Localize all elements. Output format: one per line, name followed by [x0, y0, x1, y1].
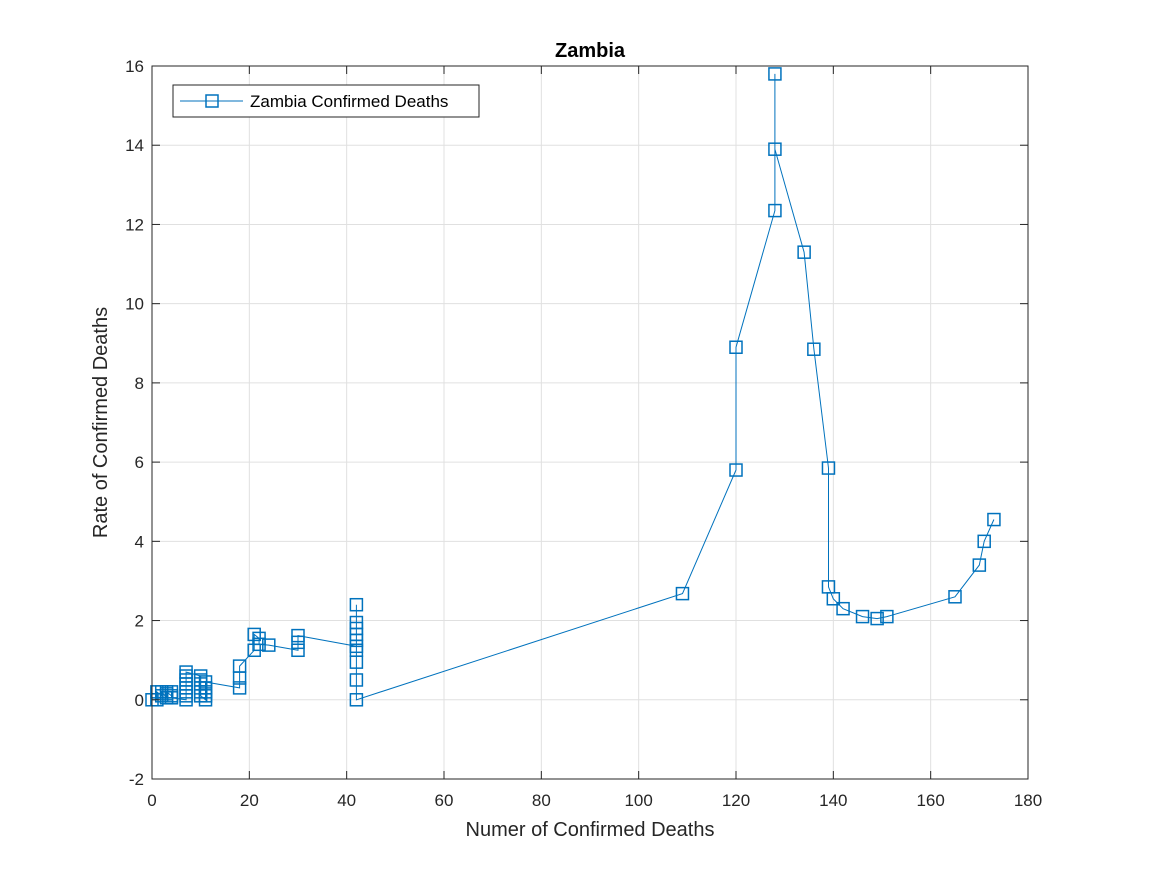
y-tick-label: 16 [125, 57, 144, 76]
data-point [291, 628, 305, 643]
x-tick-label: 140 [819, 791, 847, 810]
data-point [164, 691, 179, 705]
data-point [349, 673, 364, 687]
data-point [262, 638, 276, 652]
x-tick-label: 60 [435, 791, 454, 810]
data-point [729, 340, 743, 354]
data-point [729, 463, 743, 477]
data-point [675, 586, 690, 601]
data-point [247, 627, 261, 642]
x-tick-label: 40 [337, 791, 356, 810]
x-tick-label: 20 [240, 791, 259, 810]
y-tick-label: 6 [135, 453, 144, 472]
data-point [987, 512, 1001, 527]
x-tick-label: 180 [1014, 791, 1042, 810]
data-point [977, 534, 991, 549]
x-ticks: 0 20 40 60 80 100 120 140 160 180 [147, 66, 1042, 810]
plot-area [152, 66, 1028, 779]
data-point [821, 461, 836, 475]
data-point [880, 609, 894, 624]
y-ticks: -2 0 2 4 6 8 10 12 14 16 [125, 57, 1028, 789]
data-point [179, 665, 193, 679]
legend-label: Zambia Confirmed Deaths [250, 92, 448, 111]
y-tick-label: 10 [125, 295, 144, 314]
x-tick-label: 160 [916, 791, 944, 810]
data-point [797, 245, 811, 259]
data-point [948, 590, 962, 604]
data-point [198, 675, 213, 689]
y-tick-label: 14 [125, 136, 144, 155]
x-tick-label: 120 [722, 791, 750, 810]
x-tick-label: 100 [624, 791, 652, 810]
legend: Zambia Confirmed Deaths [172, 84, 480, 118]
data-point [349, 693, 364, 707]
y-axis-label: Rate of Confirmed Deaths [90, 307, 112, 538]
data-point [870, 611, 884, 626]
data-point [807, 342, 821, 356]
data-point [768, 142, 782, 156]
data-point [768, 67, 782, 81]
y-tick-label: 2 [135, 612, 144, 631]
y-tick-label: 0 [135, 691, 144, 710]
x-axis-label: Numer of Confirmed Deaths [466, 819, 715, 841]
axes-box [151, 65, 1029, 780]
legend-marker-icon [205, 94, 219, 108]
data-point [768, 203, 782, 218]
data-point [291, 643, 305, 658]
data-point [232, 681, 247, 695]
data-point [349, 597, 364, 612]
data-point [836, 601, 850, 616]
data-point [972, 558, 987, 572]
y-tick-label: 4 [135, 532, 144, 551]
data-point [252, 637, 266, 652]
chart-title: Zambia [555, 40, 626, 62]
data-point [855, 609, 870, 624]
y-tick-label: -2 [129, 770, 144, 789]
data-point [349, 615, 364, 630]
data-point [826, 592, 841, 606]
y-tick-label: 12 [125, 215, 144, 234]
x-tick-label: 0 [147, 791, 156, 810]
y-tick-label: 8 [135, 374, 144, 393]
data-point [349, 655, 364, 669]
data-point [232, 659, 247, 673]
axes [151, 65, 1029, 780]
x-tick-label: 80 [532, 791, 551, 810]
